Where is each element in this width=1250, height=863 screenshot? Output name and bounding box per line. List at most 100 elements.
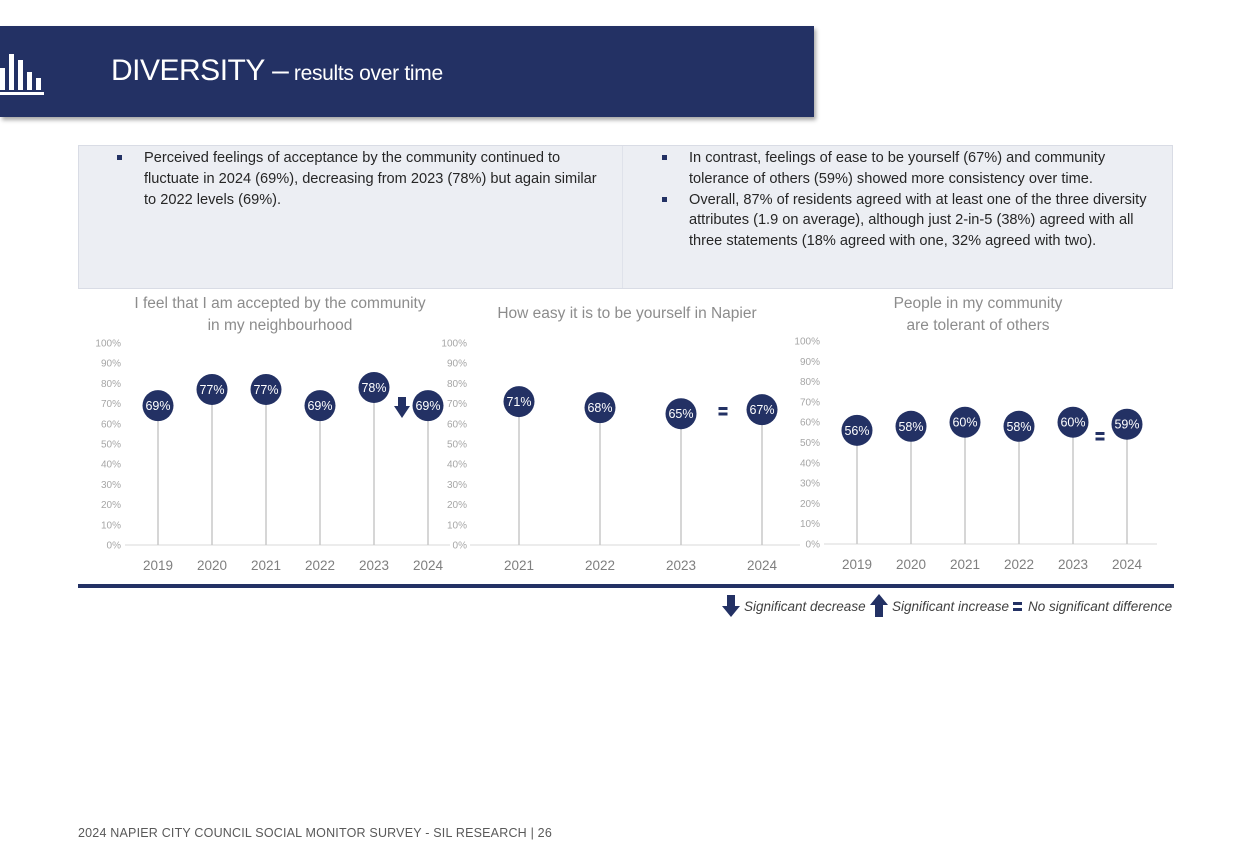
y-tick-label: 50% xyxy=(447,440,467,451)
data-label: 59% xyxy=(1114,418,1139,432)
data-label: 68% xyxy=(587,401,612,415)
x-tick-label: 2024 xyxy=(747,558,778,573)
lollipop-marker xyxy=(1057,406,1089,438)
x-tick-label: 2019 xyxy=(842,557,872,572)
significance-legend: Significant decrease Significant increas… xyxy=(722,594,1172,620)
y-tick-label: 20% xyxy=(101,500,121,511)
data-label: 58% xyxy=(1006,420,1031,434)
commentary-divider xyxy=(622,146,623,288)
y-tick-label: 60% xyxy=(101,419,121,430)
commentary-bullet: In contrast, feelings of ease to be your… xyxy=(660,148,1150,190)
y-tick-label: 60% xyxy=(800,418,820,429)
lollipop-marker xyxy=(412,390,444,422)
y-tick-label: 100% xyxy=(95,339,121,350)
y-tick-label: 0% xyxy=(107,541,122,552)
lollipop-marker xyxy=(949,406,981,438)
data-label: 69% xyxy=(307,399,332,413)
lollipop-marker xyxy=(665,398,697,430)
data-label: 65% xyxy=(668,407,693,421)
y-tick-label: 80% xyxy=(800,377,820,388)
chart-title-accepted: I feel that I am accepted by the communi… xyxy=(130,293,430,337)
y-tick-label: 10% xyxy=(447,520,467,531)
y-tick-label: 70% xyxy=(447,399,467,410)
x-tick-label: 2019 xyxy=(143,558,173,573)
data-label: 77% xyxy=(253,383,278,397)
y-tick-label: 40% xyxy=(447,460,467,471)
y-tick-label: 90% xyxy=(800,357,820,368)
arrow-down-icon xyxy=(722,595,740,617)
lollipop-marker xyxy=(250,373,282,405)
page-title-sub: results over time xyxy=(288,62,443,85)
data-label: 60% xyxy=(952,416,977,430)
y-tick-label: 20% xyxy=(800,499,820,510)
lollipop-marker xyxy=(895,410,927,442)
lollipop-marker xyxy=(1003,410,1035,442)
y-tick-label: 10% xyxy=(800,519,820,530)
y-tick-label: 80% xyxy=(447,379,467,390)
bar-chart-icon xyxy=(0,54,44,95)
commentary-right: In contrast, feelings of ease to be your… xyxy=(660,148,1150,252)
x-tick-label: 2023 xyxy=(666,558,696,573)
x-tick-label: 2024 xyxy=(413,558,444,573)
legend-item-no-difference: No significant difference xyxy=(1012,594,1172,618)
y-tick-label: 0% xyxy=(806,540,821,551)
lollipop-marker xyxy=(841,414,873,446)
page-footer: 2024 NAPIER CITY COUNCIL SOCIAL MONITOR … xyxy=(78,826,552,840)
chart-title-be-yourself: How easy it is to be yourself in Napier xyxy=(477,303,777,325)
y-tick-label: 30% xyxy=(101,480,121,491)
y-tick-label: 10% xyxy=(101,520,121,531)
x-tick-label: 2023 xyxy=(1058,557,1088,572)
data-label: 67% xyxy=(749,403,774,417)
x-tick-label: 2022 xyxy=(305,558,335,573)
y-tick-label: 70% xyxy=(101,399,121,410)
arrow-up-icon xyxy=(870,594,888,617)
chart-title-line: People in my community xyxy=(893,295,1063,312)
data-label: 78% xyxy=(361,381,386,395)
x-tick-label: 2020 xyxy=(896,557,926,572)
legend-label-increase: Significant increase xyxy=(892,598,1010,614)
x-tick-label: 2024 xyxy=(1112,557,1143,572)
lollipop-marker xyxy=(746,394,778,426)
data-label: 77% xyxy=(199,383,224,397)
data-label: 58% xyxy=(898,420,923,434)
x-tick-label: 2023 xyxy=(359,558,389,573)
x-tick-label: 2022 xyxy=(585,558,615,573)
x-tick-label: 2021 xyxy=(950,557,980,572)
legend-item-increase: Significant increase xyxy=(870,594,1009,618)
x-tick-label: 2020 xyxy=(197,558,227,573)
data-label: 69% xyxy=(145,399,170,413)
y-tick-label: 50% xyxy=(800,438,820,449)
lollipop-marker xyxy=(196,373,228,405)
page-title-main: DIVERSITY – xyxy=(111,54,289,87)
chart-3: 0% 10% 20% 30% 40% 50% 60% 70% 80% 90% 100% 56% 2019… xyxy=(794,337,1157,572)
legend-label-decrease: Significant decrease xyxy=(744,598,866,614)
commentary-box: Perceived feelings of acceptance by the … xyxy=(78,145,1173,289)
lollipop-marker xyxy=(304,390,336,422)
lollipop-marker xyxy=(142,390,174,422)
y-tick-label: 40% xyxy=(800,458,820,469)
lollipop-marker xyxy=(358,371,390,403)
x-tick-label: 2021 xyxy=(251,558,281,573)
y-tick-label: 90% xyxy=(101,359,121,370)
x-tick-label: 2021 xyxy=(504,558,534,573)
y-tick-label: 0% xyxy=(453,541,468,552)
commentary-left: Perceived feelings of acceptance by the … xyxy=(115,148,605,210)
lollipop-marker xyxy=(584,392,616,424)
y-tick-label: 60% xyxy=(447,419,467,430)
data-label: 71% xyxy=(506,395,531,409)
chart-title-line: in my neighbourhood xyxy=(207,317,353,334)
chart-title-line: are tolerant of others xyxy=(906,317,1050,334)
y-tick-label: 40% xyxy=(101,460,121,471)
chart-title-tolerant: People in my community are tolerant of o… xyxy=(828,293,1128,337)
lollipop-marker xyxy=(503,386,535,418)
bottom-rule xyxy=(78,584,1174,588)
y-tick-label: 20% xyxy=(447,500,467,511)
data-label: 60% xyxy=(1060,416,1085,430)
commentary-bullet: Overall, 87% of residents agreed with at… xyxy=(660,190,1150,252)
y-tick-label: 30% xyxy=(447,480,467,491)
legend-label-no-difference: No significant difference xyxy=(1028,598,1173,614)
x-tick-label: 2022 xyxy=(1004,557,1034,572)
y-tick-label: 50% xyxy=(101,440,121,451)
y-tick-label: 80% xyxy=(101,379,121,390)
